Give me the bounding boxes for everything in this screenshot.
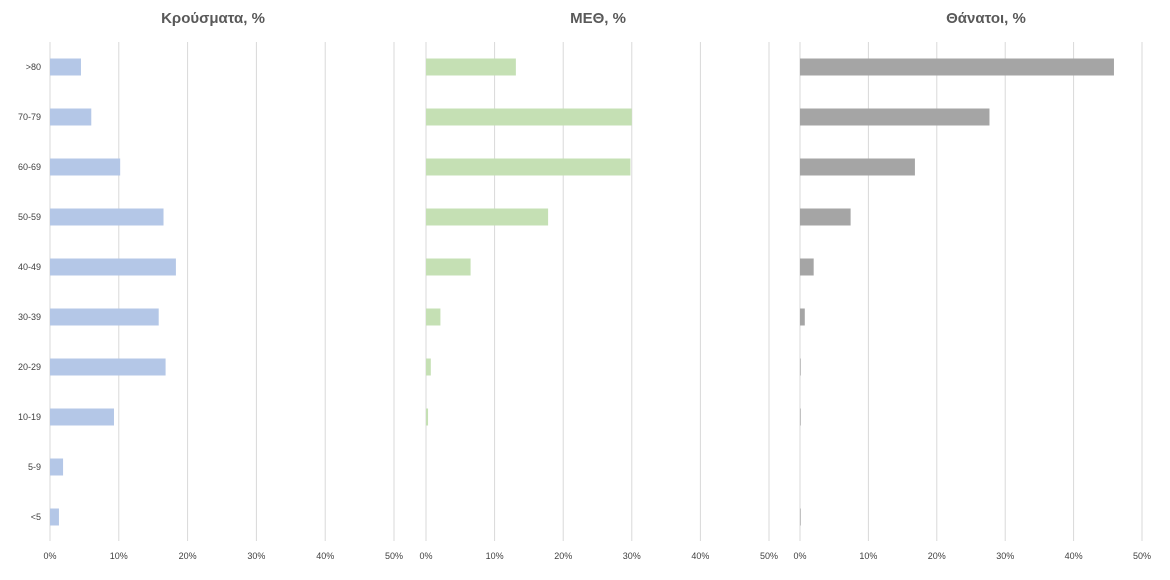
x-tick-label: 0%: [43, 551, 56, 561]
bar-5-9: [50, 458, 64, 476]
category-label: <5: [31, 512, 41, 522]
bar-20-29: [426, 358, 431, 376]
bar-30-39: [426, 308, 441, 326]
category-label: 5-9: [28, 462, 41, 472]
category-label: 30-39: [18, 312, 41, 322]
bar-50-59: [426, 208, 549, 226]
bar-30-39: [50, 308, 159, 326]
bar-20-29: [800, 358, 801, 376]
x-tick-label: 0%: [419, 551, 432, 561]
x-tick-label: 50%: [760, 551, 778, 561]
bar-50-59: [800, 208, 851, 226]
bar-30-39: [800, 308, 805, 326]
x-tick-label: 50%: [385, 551, 403, 561]
bar-40-49: [426, 258, 471, 276]
x-tick-label: 40%: [316, 551, 334, 561]
x-tick-label: 20%: [554, 551, 572, 561]
bar-<5: [800, 508, 801, 526]
chart-title: ΜΕΘ, %: [570, 10, 626, 27]
category-label: 50-59: [18, 212, 41, 222]
bar-<5: [50, 508, 59, 526]
category-label: 60-69: [18, 162, 41, 172]
bar-40-49: [800, 258, 814, 276]
x-tick-label: 0%: [793, 551, 806, 561]
bar-70-79: [50, 108, 92, 126]
x-tick-label: 10%: [859, 551, 877, 561]
bar->80: [50, 58, 81, 76]
x-tick-label: 30%: [996, 551, 1014, 561]
bar-70-79: [426, 108, 632, 126]
category-label: 70-79: [18, 112, 41, 122]
bar-70-79: [800, 108, 990, 126]
x-tick-label: 10%: [486, 551, 504, 561]
x-tick-label: 40%: [1065, 551, 1083, 561]
chart-panel-1: Κρούσματα, % 0% 10% 20% 30% 40% 50% >80 70-79 60-…: [18, 10, 403, 561]
bar-10-19: [800, 408, 801, 426]
category-label: >80: [26, 62, 41, 72]
chart-title: Θάνατοι, %: [946, 10, 1026, 27]
x-tick-label: 30%: [247, 551, 265, 561]
category-label: 40-49: [18, 262, 41, 272]
bar-20-29: [50, 358, 166, 376]
x-tick-label: 10%: [110, 551, 128, 561]
x-tick-label: 20%: [928, 551, 946, 561]
bar-60-69: [426, 158, 631, 176]
bar-10-19: [50, 408, 114, 426]
bar-10-19: [426, 408, 429, 426]
x-tick-label: 30%: [623, 551, 641, 561]
bar-60-69: [800, 158, 915, 176]
x-tick-label: 40%: [691, 551, 709, 561]
bar-50-59: [50, 208, 164, 226]
bar->80: [426, 58, 516, 76]
x-tick-label: 20%: [179, 551, 197, 561]
chart-title: Κρούσματα, %: [161, 10, 265, 27]
category-label: 20-29: [18, 362, 41, 372]
chart-panel-3: Θάνατοι, % 0% 10% 20% 30% 40% 50%: [793, 10, 1151, 561]
chart-panel-2: ΜΕΘ, % 0% 10% 20% 30% 40% 50%: [419, 10, 778, 561]
bar-40-49: [50, 258, 176, 276]
bar->80: [800, 58, 1114, 76]
category-label: 10-19: [18, 412, 41, 422]
x-tick-label: 50%: [1133, 551, 1151, 561]
bar-60-69: [50, 158, 121, 176]
